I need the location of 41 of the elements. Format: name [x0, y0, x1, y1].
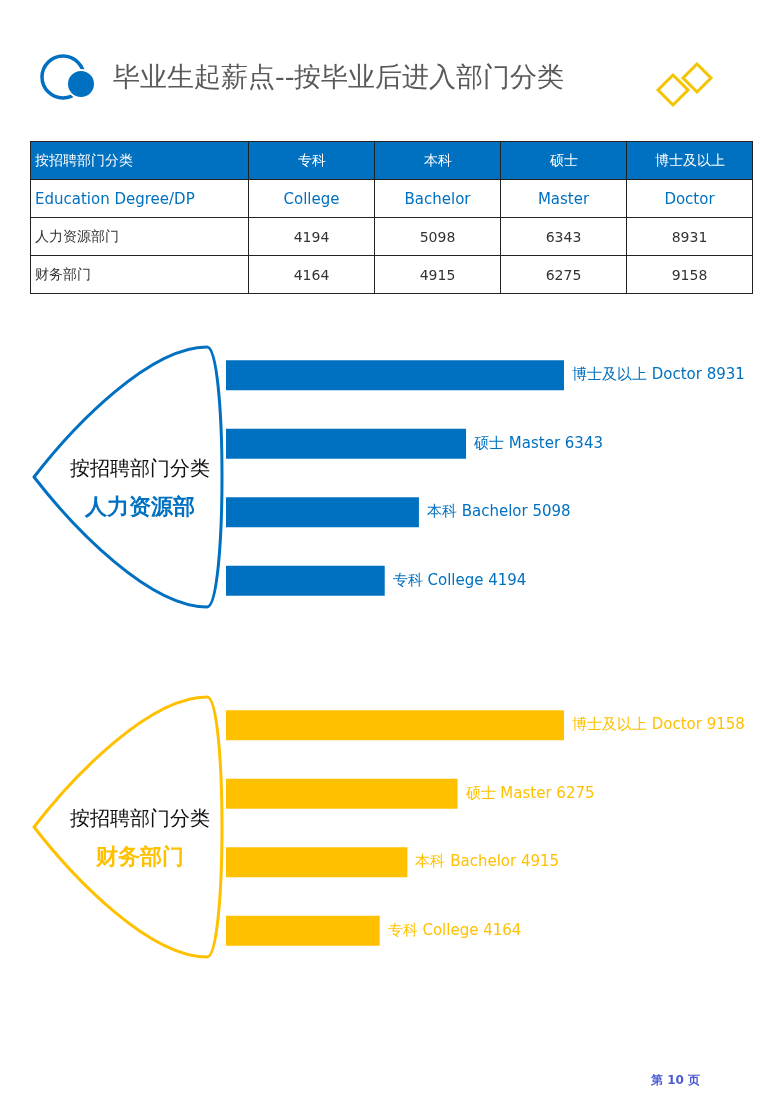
bar — [226, 915, 380, 946]
data-label: 本科 Bachelor 5098 — [426, 502, 571, 521]
y-tick-label: Education Degree/DP — [30, 179, 249, 218]
bar — [226, 565, 385, 596]
bar — [226, 428, 467, 459]
bar — [226, 360, 564, 391]
data-label: 8931 — [626, 217, 753, 256]
data-label: 专科 College 4194 — [392, 570, 527, 589]
bar — [226, 847, 408, 878]
x-tick-label: 博士及以上 — [626, 141, 753, 180]
text: 第 10 页 — [651, 1072, 701, 1089]
text: College — [283, 189, 340, 208]
data-label: 专科 College 4164 — [387, 920, 522, 939]
text: 按招聘部门分类 — [69, 455, 211, 481]
bar — [226, 710, 564, 741]
text: Doctor — [664, 189, 715, 208]
data-label: 4915 — [374, 255, 501, 294]
data-label: 5098 — [374, 217, 501, 256]
text: 人力资源部 — [84, 493, 196, 521]
text: Bachelor — [404, 189, 471, 208]
data-label: 4164 — [248, 255, 375, 294]
data-label: 硕士 Master 6343 — [473, 433, 603, 452]
data-label: 4194 — [248, 217, 375, 256]
x-tick-label: 本科 — [374, 141, 501, 180]
data-label: 9158 — [626, 255, 753, 294]
data-label: 6275 — [500, 255, 627, 294]
data-label: 6343 — [500, 217, 627, 256]
text: Master — [537, 189, 590, 208]
x-tick-label: 专科 — [248, 141, 375, 180]
data-label: 博士及以上 Doctor 9158 — [572, 715, 745, 734]
x-tick-label: 硕士 — [500, 141, 627, 180]
y-tick-label: 财务部门 — [30, 255, 249, 294]
y-tick-label: 人力资源部门 — [30, 217, 249, 256]
data-label: 硕士 Master 6275 — [464, 783, 595, 802]
text: 按招聘部门分类 — [69, 805, 211, 831]
data-label: 本科 Bachelor 4915 — [415, 852, 560, 871]
y-axis-title: 按招聘部门分类 — [30, 141, 249, 180]
chart-title: 毕业生起薪点--按毕业后进入部门分类 — [113, 60, 565, 94]
data-label: 博士及以上 Doctor 8931 — [572, 365, 745, 384]
bar — [226, 497, 419, 528]
bar — [226, 778, 458, 809]
